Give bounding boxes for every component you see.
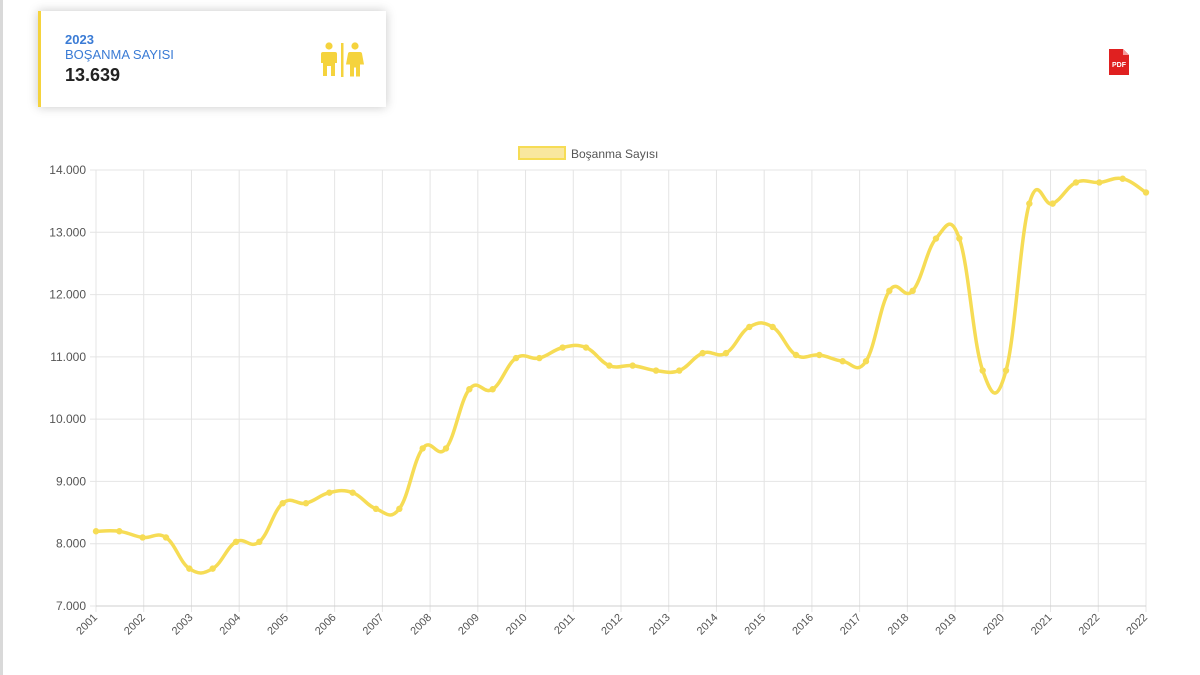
x-tick-label: 2007 bbox=[361, 612, 387, 638]
data-point[interactable] bbox=[302, 500, 310, 507]
data-point[interactable] bbox=[419, 445, 426, 452]
data-point[interactable] bbox=[256, 538, 263, 546]
data-point[interactable] bbox=[116, 528, 123, 535]
data-point[interactable] bbox=[932, 235, 940, 242]
x-tick-label: 2004 bbox=[218, 612, 244, 638]
data-point[interactable] bbox=[699, 349, 706, 357]
data-point[interactable] bbox=[1119, 175, 1126, 182]
data-point[interactable] bbox=[92, 528, 100, 535]
data-point[interactable] bbox=[512, 354, 520, 362]
data-point[interactable] bbox=[1049, 200, 1056, 207]
y-tick-label: 11.000 bbox=[50, 350, 86, 364]
data-point[interactable] bbox=[372, 505, 380, 513]
y-axis-ticks: 7.000 8.000 9.000 10.000 11.000 12.000 13.000 1… bbox=[49, 163, 86, 613]
male-female-icon bbox=[321, 42, 364, 77]
series-points bbox=[92, 175, 1150, 572]
data-point[interactable] bbox=[1002, 367, 1010, 374]
x-tick-label: 2020 bbox=[981, 612, 1007, 638]
data-point[interactable] bbox=[746, 323, 753, 331]
y-tick-label: 13.000 bbox=[49, 225, 86, 239]
x-tick-label: 2008 bbox=[408, 612, 434, 638]
data-point[interactable] bbox=[536, 354, 543, 362]
x-tick-label: 2010 bbox=[504, 612, 530, 638]
data-point[interactable] bbox=[1142, 189, 1150, 196]
data-point[interactable] bbox=[232, 538, 240, 546]
x-tick-label: 2022 bbox=[1077, 612, 1103, 638]
data-point[interactable] bbox=[279, 500, 286, 507]
x-tick-label: 2018 bbox=[886, 612, 912, 638]
data-point[interactable] bbox=[1026, 200, 1033, 207]
data-point[interactable] bbox=[606, 362, 613, 369]
data-point[interactable] bbox=[886, 287, 893, 295]
pdf-download-button[interactable]: PDF bbox=[1108, 48, 1130, 76]
y-tick-label: 14.000 bbox=[49, 163, 86, 177]
data-point[interactable] bbox=[652, 367, 660, 374]
stat-card: 2023 BOŞANMA SAYISI 13.639 bbox=[38, 11, 386, 107]
y-tick-label: 10.000 bbox=[49, 412, 86, 426]
data-point[interactable] bbox=[489, 386, 496, 393]
x-tick-label: 2014 bbox=[695, 612, 721, 638]
data-point[interactable] bbox=[909, 287, 916, 295]
y-tick-label: 9.000 bbox=[56, 474, 86, 488]
x-tick-label: 2021 bbox=[1029, 612, 1055, 638]
x-tick-label: 2003 bbox=[170, 612, 196, 638]
data-point[interactable] bbox=[162, 534, 170, 541]
y-tick-label: 8.000 bbox=[56, 537, 86, 551]
x-tick-label: 2022 bbox=[1124, 612, 1150, 638]
chart-legend[interactable]: Boşanma Sayısı bbox=[518, 146, 658, 161]
x-tick-label: 2019 bbox=[933, 612, 959, 638]
stat-label: BOŞANMA SAYISI bbox=[65, 47, 174, 62]
x-axis-ticks: 2001 2002 2003 2004 2005 2006 2007 2008 2009 2010… bbox=[74, 612, 1150, 638]
data-point[interactable] bbox=[722, 349, 730, 357]
data-point[interactable] bbox=[396, 505, 403, 513]
legend-swatch bbox=[518, 146, 566, 160]
x-tick-label: 2006 bbox=[313, 612, 339, 638]
x-tick-label: 2017 bbox=[838, 612, 864, 638]
y-tick-label: 7.000 bbox=[56, 599, 86, 613]
data-point[interactable] bbox=[209, 565, 216, 572]
data-point[interactable] bbox=[349, 489, 356, 496]
stat-year: 2023 bbox=[65, 32, 94, 47]
data-point[interactable] bbox=[1096, 179, 1103, 186]
data-point[interactable] bbox=[442, 445, 450, 452]
data-point[interactable] bbox=[816, 351, 823, 359]
x-tick-label: 2016 bbox=[790, 612, 816, 638]
data-point[interactable] bbox=[862, 358, 870, 365]
x-tick-label: 2002 bbox=[122, 612, 148, 638]
data-point[interactable] bbox=[466, 386, 473, 393]
data-point[interactable] bbox=[956, 235, 963, 242]
pdf-label: PDF bbox=[1112, 62, 1127, 69]
data-point[interactable] bbox=[559, 344, 566, 351]
data-point[interactable] bbox=[979, 367, 986, 374]
x-tick-label: 2005 bbox=[265, 612, 291, 638]
left-frame-border bbox=[0, 0, 3, 675]
data-point[interactable] bbox=[582, 344, 590, 351]
x-tick-label: 2012 bbox=[599, 612, 625, 638]
data-point[interactable] bbox=[629, 362, 636, 369]
data-point[interactable] bbox=[769, 323, 776, 331]
legend-label: Boşanma Sayısı bbox=[571, 147, 658, 161]
data-point[interactable] bbox=[139, 534, 146, 541]
data-point[interactable] bbox=[792, 351, 800, 359]
x-tick-label: 2001 bbox=[74, 612, 100, 638]
data-point[interactable] bbox=[676, 367, 683, 374]
x-tick-label: 2015 bbox=[743, 612, 769, 638]
data-point[interactable] bbox=[1072, 179, 1080, 186]
y-tick-label: 12.000 bbox=[49, 288, 86, 302]
grid-lines bbox=[90, 169, 1147, 612]
data-point[interactable] bbox=[326, 489, 333, 496]
stat-value: 13.639 bbox=[65, 65, 121, 85]
x-tick-label: 2011 bbox=[552, 612, 577, 637]
x-tick-label: 2009 bbox=[456, 612, 482, 638]
x-tick-label: 2013 bbox=[647, 612, 673, 638]
data-point[interactable] bbox=[839, 358, 846, 365]
data-point[interactable] bbox=[186, 565, 193, 572]
